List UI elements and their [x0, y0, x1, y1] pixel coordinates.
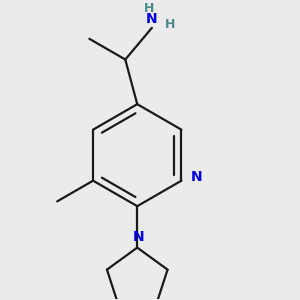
Text: H: H — [143, 2, 154, 15]
Text: H: H — [165, 18, 175, 31]
Text: N: N — [133, 230, 145, 244]
Text: N: N — [190, 170, 202, 184]
Text: N: N — [146, 12, 158, 26]
